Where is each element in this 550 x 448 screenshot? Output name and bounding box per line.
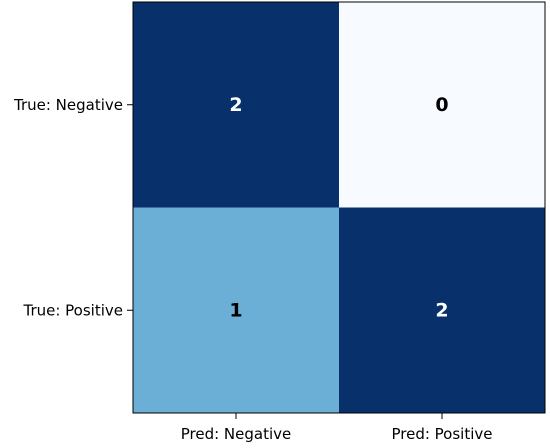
x-axis-ticks: Pred: Negative Pred: Positive [181, 413, 493, 443]
cell-value-label: 2 [435, 299, 448, 321]
cell-value-label: 0 [435, 94, 448, 116]
x-tick-label: Pred: Positive [391, 425, 492, 443]
heatmap-cell-r1-c1 [339, 207, 545, 413]
y-tick-label: True: Negative [13, 96, 123, 114]
heatmap-cell-r1-c0 [133, 207, 339, 413]
y-axis-ticks: True: Negative True: Positive [13, 96, 133, 319]
heatmap-cell-labels: 2 01 2 [229, 94, 448, 322]
heatmap-cells [133, 2, 545, 413]
x-tick-label: Pred: Negative [181, 425, 292, 443]
y-tick-label: True: Positive [22, 301, 123, 319]
cell-value-label: 1 [229, 299, 242, 321]
heatmap-cell-r0-c1 [339, 2, 545, 208]
cell-value-label: 2 [229, 94, 242, 116]
heatmap-cell-r0-c0 [133, 2, 339, 208]
plot-frame [132, 1, 546, 414]
